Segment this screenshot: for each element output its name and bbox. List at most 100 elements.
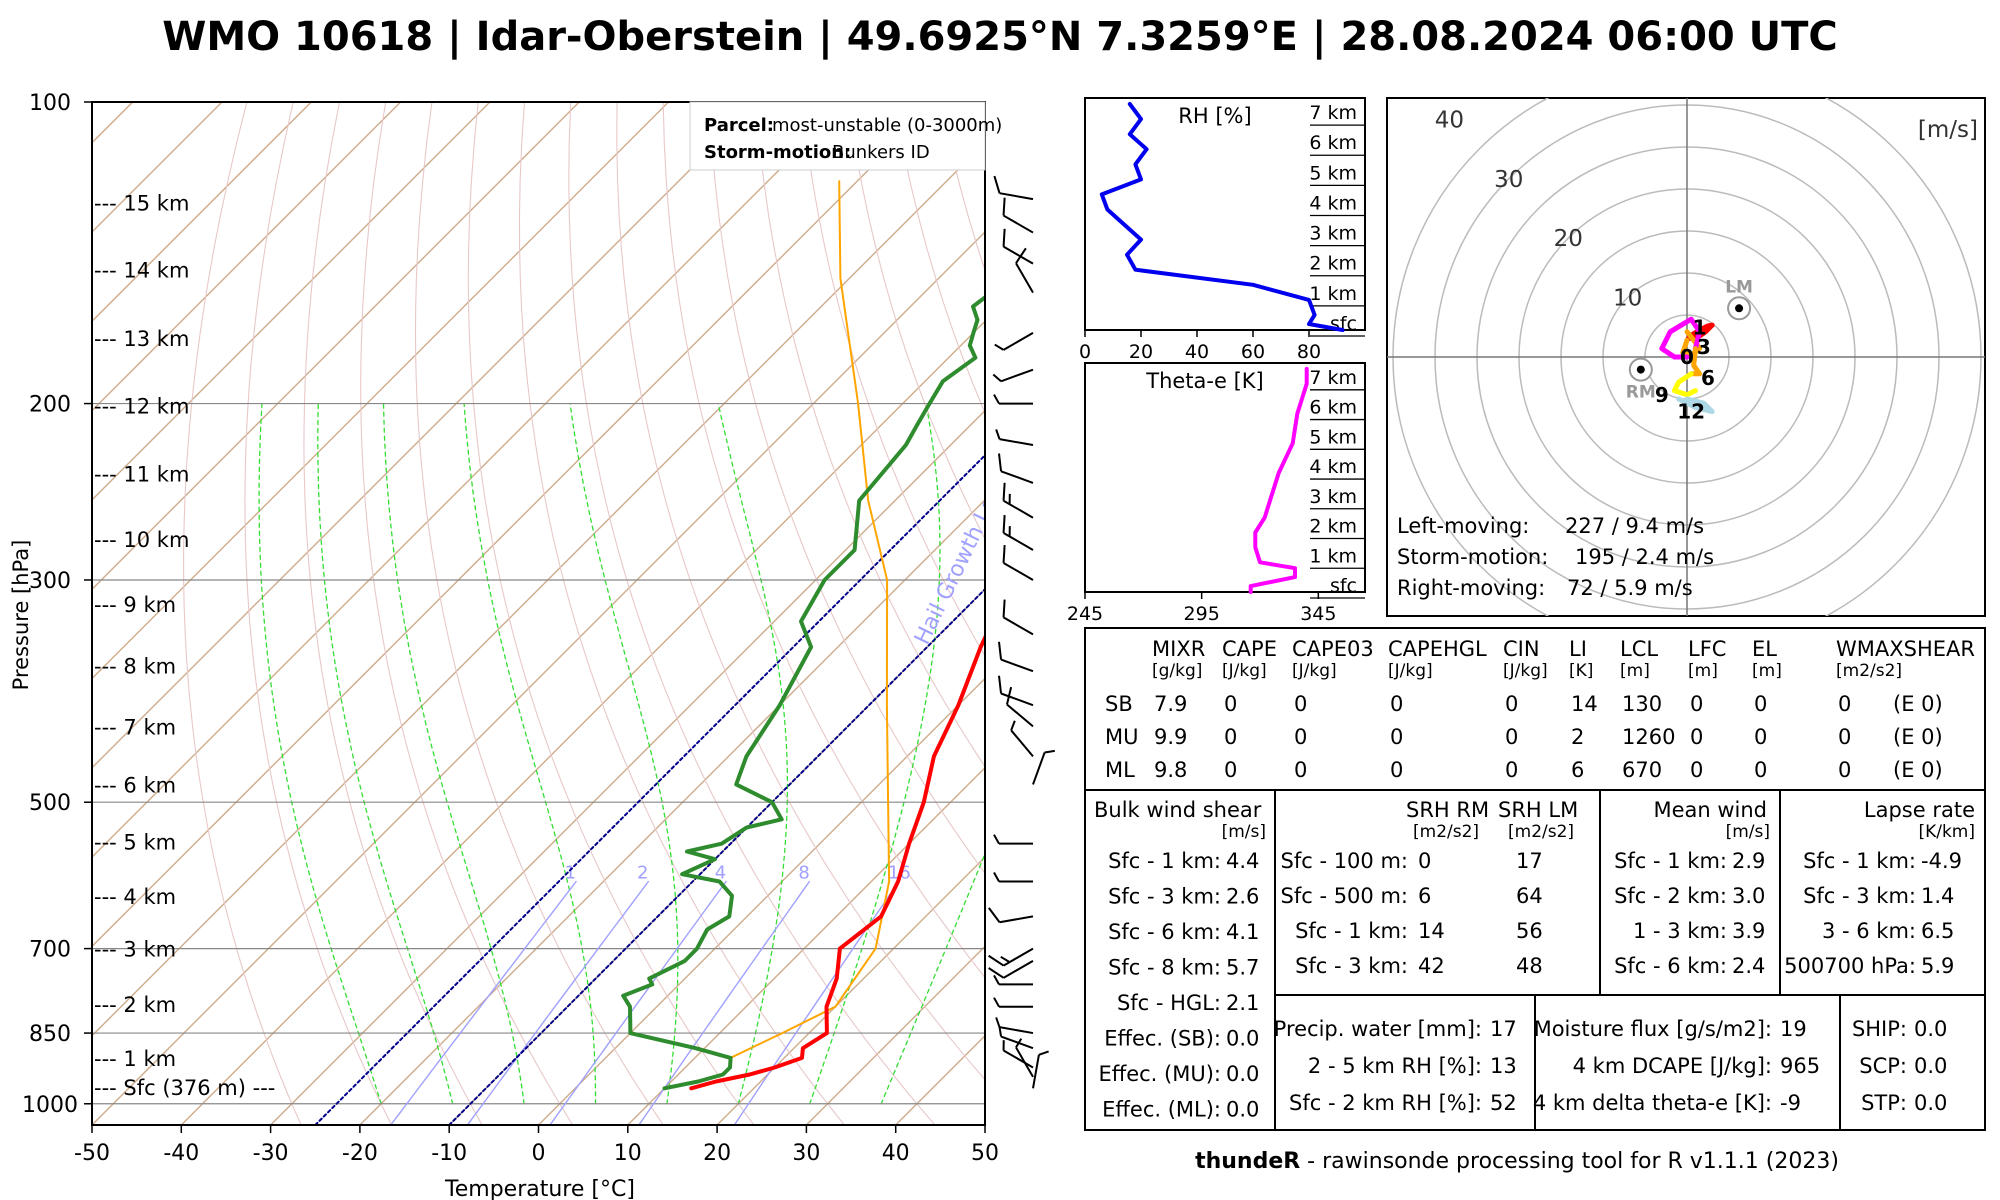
composite-value: 0.0: [1914, 1017, 1947, 1041]
indices-unit: [m]: [1620, 661, 1650, 681]
moisture: Precip. water [mm]: 17 2 - 5 km RH [%]: 13 S…: [1274, 1017, 1517, 1115]
barb-staff: [1000, 692, 1034, 707]
isotherm: [92, 102, 938, 948]
wind-barb: [994, 331, 1034, 351]
temperature-curve: [689, 633, 985, 1091]
lapse-label: 3 - 6 km:: [1822, 919, 1916, 943]
x-tick-label: 245: [1067, 603, 1103, 625]
hodo-segment: [1671, 371, 1698, 398]
mean-wind-value: 2.4: [1732, 954, 1765, 978]
srh-label: Sfc - 500 m:: [1281, 884, 1409, 908]
height-tick-label: 7 km: [1309, 367, 1357, 389]
bulk-value: 2.1: [1226, 991, 1259, 1015]
dry-adiabat: [847, 102, 985, 541]
legend-parcel-key: Parcel:: [704, 115, 774, 136]
hodograph: 10 20 30 40 [m/s] 0 13 6 9 12 LM RM Left-moving: 227 …: [1386, 97, 1986, 617]
barb-staff: [999, 438, 1034, 447]
mean-wind-value: 3.9: [1732, 919, 1765, 943]
moisture-value: 17: [1490, 1017, 1517, 1041]
moisture-label: 2 - 5 km RH [%]:: [1308, 1054, 1482, 1078]
dry-adiabat: [518, 102, 845, 1125]
srh-lm-value: 64: [1516, 884, 1543, 908]
wind-barb: [988, 907, 1034, 924]
dry-adiabat: [414, 102, 664, 1125]
barb-half: [1044, 749, 1055, 754]
bulk-value: 4.1: [1226, 920, 1259, 944]
hgl-label: Hail Growth Layer (HGL): [910, 398, 1050, 649]
wind-barb: [995, 429, 1034, 447]
bulk-label: Sfc - 3 km:: [1108, 885, 1221, 909]
hodo-height-label: 1: [1693, 316, 1707, 340]
indices-value: 0: [1294, 758, 1307, 782]
barb-staff: [1032, 752, 1046, 785]
moist-adiabat: [717, 402, 789, 1105]
mean-wind-box: [1599, 789, 1781, 996]
x-tick-label: -30: [253, 1141, 289, 1166]
barb-staff: [1003, 331, 1034, 351]
bulk-label: Sfc - 6 km:: [1108, 920, 1221, 944]
isotherm: [537, 677, 985, 1125]
isotherm: [627, 766, 985, 1125]
barb-staff: [999, 1026, 1034, 1035]
hodo-ring-label: 20: [1554, 226, 1583, 252]
flux-box: [1534, 994, 1841, 1131]
mean-wind-value: 3.0: [1732, 884, 1765, 908]
thetae-panel-title: Theta-e [K]: [1145, 369, 1264, 393]
mean-wind-title: Mean wind: [1653, 798, 1767, 822]
mean-wind-unit: [m/s]: [1726, 822, 1770, 842]
wind-barb: [998, 675, 1034, 707]
hodo-height-label: 3: [1697, 335, 1711, 359]
bulk-label: Effec. (MU):: [1098, 1062, 1221, 1086]
hodo-unit: [m/s]: [1918, 117, 1978, 143]
dry-adiabat: [801, 102, 985, 657]
barb-staff: [1032, 1054, 1040, 1089]
bulk-label: Sfc - HGL:: [1117, 991, 1221, 1015]
height-label: --- 2 km: [94, 993, 176, 1017]
barb-flag: [988, 967, 1005, 979]
height-label: --- 9 km: [94, 593, 176, 617]
indices-header: EL: [1752, 637, 1777, 661]
rh-panel-line: [1099, 102, 1345, 332]
flux-value: 965: [1780, 1054, 1820, 1078]
lapse-value: 5.9: [1921, 954, 1954, 978]
wind-barb: [993, 974, 1033, 986]
height-label: --- 15 km: [94, 192, 189, 216]
indices-header: WMAXSHEAR: [1836, 637, 1975, 661]
hodograph-clipped: 10 20 30 40 [m/s] 0 13 6 9 12 LM RM: [1387, 98, 1985, 616]
indices-unit: [J/kg]: [1388, 661, 1433, 681]
indices-value: 0: [1224, 692, 1237, 716]
barb-half: [993, 974, 1000, 985]
barb-half: [1008, 493, 1011, 505]
srh-label: Sfc - 100 m:: [1281, 849, 1409, 873]
isotherm: [92, 102, 312, 323]
barb-staff: [1006, 703, 1034, 728]
barb-half: [994, 343, 1005, 351]
y-tick-label: 200: [29, 393, 71, 418]
height-label: --- 1 km: [94, 1047, 176, 1071]
bunkers-label: Left-moving:: [1397, 514, 1529, 538]
lapse-value: 1.4: [1921, 884, 1954, 908]
indices-value: 0: [1224, 758, 1237, 782]
indices-unit: [m]: [1752, 661, 1782, 681]
hodo-segment: [1659, 316, 1703, 360]
indices-value: 0: [1390, 725, 1403, 749]
x-tick-label: 345: [1300, 603, 1336, 625]
skewt-frame: [91, 101, 986, 1126]
x-axis-title: Temperature [°C]: [444, 1177, 635, 1200]
indices-unit: [J/kg]: [1503, 661, 1548, 681]
height-tick-label: sfc: [1330, 575, 1357, 597]
height-tick-label: 2 km: [1309, 253, 1357, 275]
wind-barb: [1002, 228, 1034, 265]
lapse-title: Lapse rate: [1864, 798, 1975, 822]
bunkers-label: Right-moving:: [1397, 576, 1545, 600]
isotherm: [180, 320, 985, 1125]
barb-half: [993, 872, 1000, 883]
wind-barb: [1032, 1050, 1049, 1089]
hgl-boundary: [448, 587, 985, 1125]
mean-wind-label: Sfc - 1 km:: [1614, 849, 1727, 873]
height-tick-label: 6 km: [1309, 397, 1357, 419]
dewpoint-curve: [621, 294, 985, 1091]
